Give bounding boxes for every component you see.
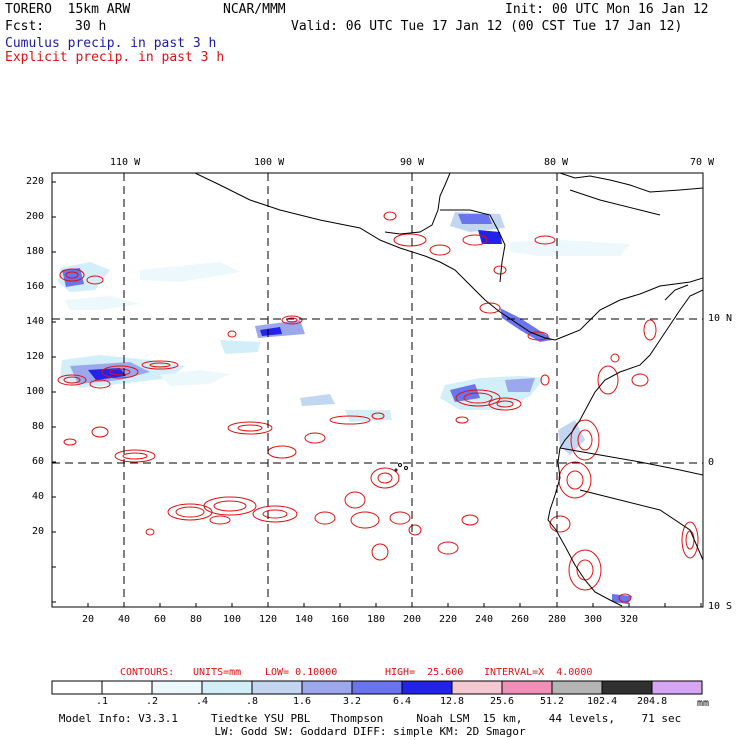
x-tick-label: 120: [259, 614, 278, 625]
x-tick-label: 260: [511, 614, 530, 625]
contours-low: LOW= 0.10000: [265, 667, 338, 678]
lat-label-10s: 10 S: [708, 601, 733, 612]
y-tick-label: 20: [32, 526, 45, 537]
model-title: TORERO 15km ARW: [5, 2, 131, 17]
valid-time: Valid: 06 UTC Tue 17 Jan 12 (00 CST Tue …: [291, 19, 683, 34]
colorbar-label: .2: [146, 696, 159, 707]
x-tick-label: 320: [620, 614, 639, 625]
colorbar-units: mm: [697, 698, 710, 709]
contours-units: UNITS=mm: [193, 667, 242, 678]
x-tick-label: 280: [548, 614, 567, 625]
y-tick-label: 120: [26, 351, 45, 362]
x-tick-label: 40: [118, 614, 131, 625]
contours-label: CONTOURS:: [120, 667, 175, 678]
colorbar-label: 25.6: [490, 696, 515, 707]
colorbar-swatch: [601, 680, 653, 695]
colorbar-swatch: [301, 680, 353, 695]
lon-label-80w: 80 W: [544, 157, 569, 168]
colorbar-label: .8: [246, 696, 259, 707]
colorbar-swatch: [151, 680, 203, 695]
y-tick-label: 140: [26, 316, 45, 327]
y-tick-label: 220: [26, 176, 45, 187]
y-tick-label: 160: [26, 281, 45, 292]
coastlines: [194, 173, 703, 607]
lon-label-100w: 100 W: [254, 157, 285, 168]
forecast-label: Fcst:: [5, 19, 45, 34]
colorbar-swatch: [551, 680, 603, 695]
y-tick-label: 80: [32, 421, 45, 432]
axis-ticks: [52, 181, 702, 607]
x-tick-label: 160: [331, 614, 350, 625]
x-tick-label: 140: [295, 614, 314, 625]
explicit-legend: Explicit precip. in past 3 h: [5, 50, 225, 65]
y-tick-label: 60: [32, 456, 45, 467]
x-tick-label: 200: [403, 614, 422, 625]
colorbar-label: .1: [96, 696, 109, 707]
x-tick-label: 20: [82, 614, 95, 625]
contours-high: HIGH= 25.600: [385, 667, 464, 678]
colorbar-label: 204.8: [637, 696, 668, 707]
x-tick-label: 100: [223, 614, 242, 625]
x-tick-label: 240: [475, 614, 494, 625]
y-tick-label: 200: [26, 211, 45, 222]
colorbar-swatch: [101, 680, 153, 695]
cumulus-precip-areas: [58, 212, 632, 604]
lat-lon-grid: [52, 173, 703, 607]
colorbar-label: 12.8: [440, 696, 465, 707]
colorbar-label: 1.6: [293, 696, 312, 707]
y-tick-label: 100: [26, 386, 45, 397]
map-frame: [51, 172, 704, 608]
colorbar-swatch: [51, 680, 103, 695]
colorbar-swatch: [501, 680, 553, 695]
x-tick-label: 60: [154, 614, 167, 625]
x-tick-label: 220: [439, 614, 458, 625]
colorbar-swatch: [401, 680, 453, 695]
lon-label-110w: 110 W: [110, 157, 141, 168]
map-area: [52, 173, 703, 607]
y-tick-label: 180: [26, 246, 45, 257]
contours-interval: INTERVAL=X 4.0000: [484, 667, 593, 678]
x-tick-label: 80: [190, 614, 203, 625]
colorbar-label: 6.4: [393, 696, 412, 707]
lat-label-10n: 10 N: [708, 313, 733, 324]
colorbar-label: .4: [196, 696, 209, 707]
x-tick-label: 180: [367, 614, 386, 625]
model-info-line1: Model Info: V3.3.1 Tiedtke YSU PBL Thomp…: [58, 712, 682, 725]
colorbar-label: 51.2: [540, 696, 565, 707]
model-info-line2: LW: Godd SW: Goddard DIFF: simple KM: 2D…: [214, 725, 526, 738]
y-tick-label: 40: [32, 491, 45, 502]
organization-label: NCAR/MMM: [223, 2, 286, 17]
cumulus-legend: Cumulus precip. in past 3 h: [5, 36, 217, 51]
colorbar-swatch: [651, 680, 703, 695]
lon-label-70w: 70 W: [690, 157, 715, 168]
colorbar-swatch: [251, 680, 303, 695]
colorbar: [51, 680, 703, 695]
forecast-hours: 30 h: [75, 19, 107, 34]
colorbar-swatch: [351, 680, 403, 695]
colorbar-swatch: [451, 680, 503, 695]
colorbar-swatch: [201, 680, 253, 695]
colorbar-label: 102.4: [587, 696, 618, 707]
colorbar-label: 3.2: [343, 696, 362, 707]
x-tick-label: 300: [584, 614, 603, 625]
init-time: Init: 00 UTC Mon 16 Jan 12: [505, 2, 709, 17]
lat-label-0: 0: [708, 457, 715, 468]
lon-label-90w: 90 W: [400, 157, 425, 168]
